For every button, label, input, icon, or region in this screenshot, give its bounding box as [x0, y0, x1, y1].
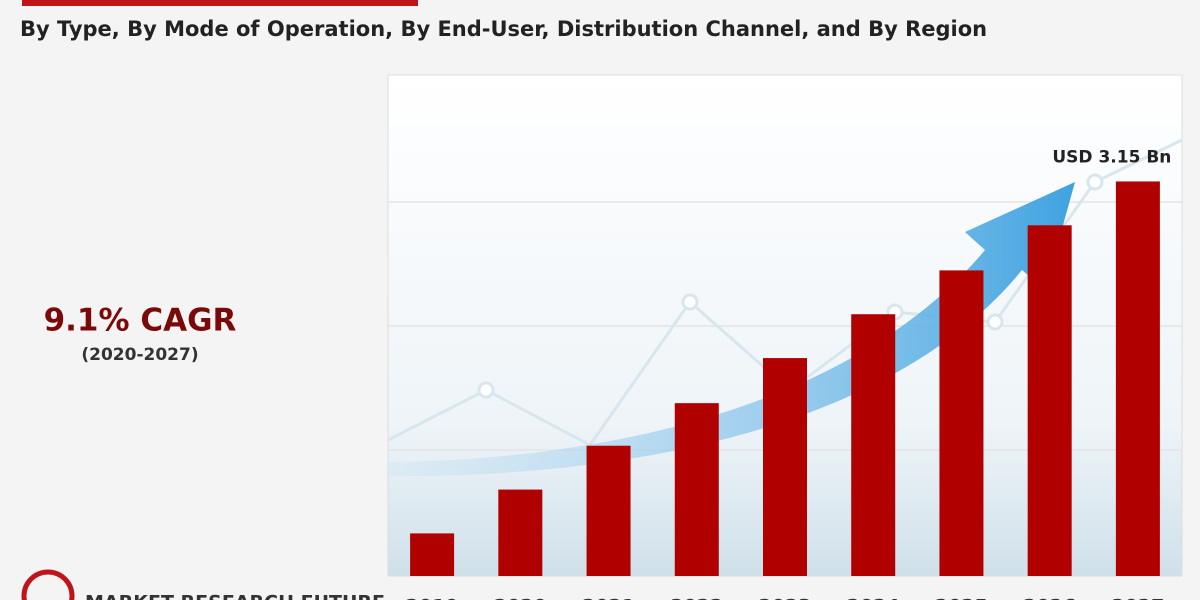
x-tick-label: 2022 — [670, 596, 723, 600]
bar — [586, 445, 631, 576]
bar — [674, 403, 719, 576]
cagr: 9.1% CAGR — [44, 303, 237, 339]
x-tick-label: 2025 — [935, 596, 988, 600]
x-tick-label: 2027 — [1111, 596, 1164, 600]
title-bar — [22, 0, 418, 6]
x-tick-label: 2026 — [1023, 596, 1076, 600]
bar — [763, 358, 807, 576]
logo — [21, 569, 75, 600]
x-tick-label: 2023 — [759, 596, 812, 600]
x-tick-label: 2019 — [406, 596, 459, 600]
bar — [498, 489, 543, 576]
subtitle: By Type, By Mode of Operation, By End-Us… — [20, 17, 987, 41]
bar — [851, 314, 896, 576]
bar — [939, 270, 984, 576]
bar — [1115, 181, 1160, 576]
x-tick-label: 2024 — [847, 596, 900, 600]
bar — [1027, 225, 1072, 577]
x-tick-label: 2020 — [494, 596, 547, 600]
decor-arrow — [388, 182, 1075, 477]
bar — [410, 533, 455, 576]
value-label: USD 3.15 Bn — [1052, 147, 1171, 167]
brand: MARKET RESEARCH FUTURE — [85, 592, 385, 600]
cagr-period: (2020-2027) — [81, 345, 198, 365]
x-tick-label: 2021 — [582, 596, 635, 600]
decor-dots — [477, 173, 1104, 399]
